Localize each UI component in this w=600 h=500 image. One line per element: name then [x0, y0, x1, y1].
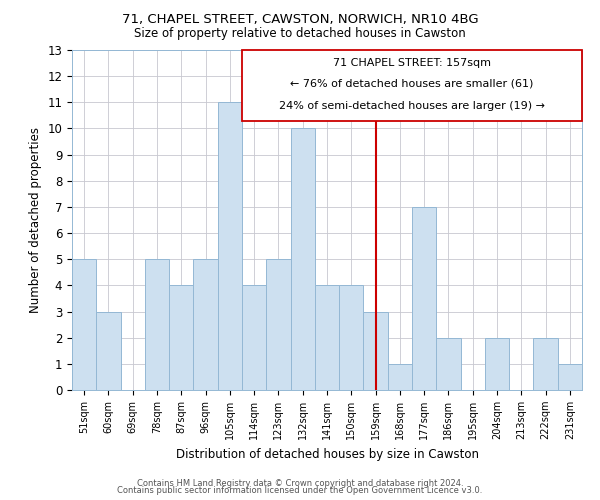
Text: Contains HM Land Registry data © Crown copyright and database right 2024.: Contains HM Land Registry data © Crown c… [137, 478, 463, 488]
Bar [388, 364, 412, 390]
Bar [218, 102, 242, 390]
Bar [339, 286, 364, 390]
Text: ← 76% of detached houses are smaller (61): ← 76% of detached houses are smaller (61… [290, 79, 533, 89]
Bar [242, 286, 266, 390]
Bar [315, 286, 339, 390]
Bar [266, 259, 290, 390]
Text: Contains public sector information licensed under the Open Government Licence v3: Contains public sector information licen… [118, 486, 482, 495]
Text: 24% of semi-detached houses are larger (19) →: 24% of semi-detached houses are larger (… [279, 102, 545, 112]
Bar [169, 286, 193, 390]
FancyBboxPatch shape [242, 50, 582, 120]
Text: 71 CHAPEL STREET: 157sqm: 71 CHAPEL STREET: 157sqm [333, 58, 491, 68]
Bar [485, 338, 509, 390]
X-axis label: Distribution of detached houses by size in Cawston: Distribution of detached houses by size … [176, 448, 479, 460]
Bar [72, 259, 96, 390]
Bar [96, 312, 121, 390]
Bar [436, 338, 461, 390]
Text: Size of property relative to detached houses in Cawston: Size of property relative to detached ho… [134, 28, 466, 40]
Bar [145, 259, 169, 390]
Bar [364, 312, 388, 390]
Bar [412, 207, 436, 390]
Bar [533, 338, 558, 390]
Bar [290, 128, 315, 390]
Y-axis label: Number of detached properties: Number of detached properties [29, 127, 42, 313]
Bar [558, 364, 582, 390]
Text: 71, CHAPEL STREET, CAWSTON, NORWICH, NR10 4BG: 71, CHAPEL STREET, CAWSTON, NORWICH, NR1… [122, 12, 478, 26]
Bar [193, 259, 218, 390]
